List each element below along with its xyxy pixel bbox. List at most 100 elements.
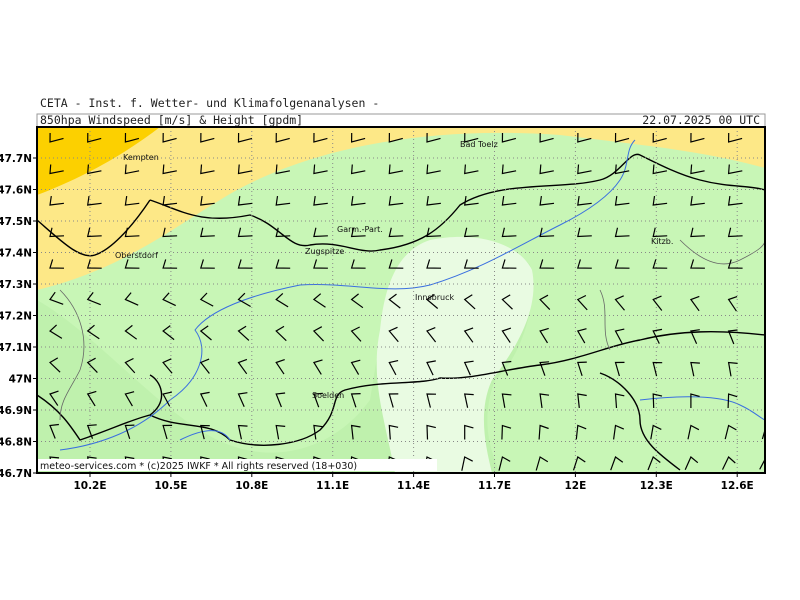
- lat-label: 47.7N: [0, 153, 32, 165]
- wind-barb: [652, 259, 668, 269]
- wind-barb: [388, 326, 399, 343]
- wind-barb: [313, 259, 328, 269]
- wind-barb: [461, 456, 473, 471]
- wind-barb: [463, 294, 476, 310]
- wind-barb: [86, 292, 101, 306]
- lon-label: 10.8E: [235, 480, 268, 492]
- wind-barb: [613, 424, 625, 440]
- wind-barb: [577, 164, 592, 175]
- place-label: Soelden: [312, 391, 344, 400]
- wind-barb: [237, 132, 253, 143]
- wind-barb: [576, 294, 588, 311]
- wind-barb: [86, 390, 97, 407]
- wind-barb: [766, 330, 775, 344]
- wind-barb: [539, 361, 550, 376]
- lat-label: 47N: [9, 374, 32, 386]
- wind-barb: [727, 132, 743, 143]
- place-label: Kitzb.: [651, 237, 673, 246]
- lat-label: 47.4N: [0, 248, 32, 260]
- wind-barb: [463, 259, 479, 269]
- axes: 47.7N 47.6N 47.5N 47.4N 47.3N 47.2N 47.1N 47N 46…: [0, 153, 754, 492]
- wind-barb: [614, 132, 630, 143]
- wind-barb: [124, 227, 140, 238]
- wind-barb: [576, 361, 587, 376]
- wind-barb: [388, 293, 401, 309]
- wind-barb: [690, 132, 705, 143]
- wind-barb: [690, 227, 705, 238]
- wind-barb: [200, 196, 215, 206]
- lat-label: 46.7N: [0, 468, 32, 480]
- lat-label: 47.6N: [0, 185, 32, 197]
- wind-barb: [275, 132, 290, 143]
- wind-barb: [766, 363, 775, 377]
- wind-barb: [501, 132, 517, 143]
- wind-barb: [350, 359, 361, 375]
- wind-barb: [313, 227, 328, 238]
- wind-barb: [350, 196, 366, 206]
- wind-barb: [464, 132, 479, 143]
- wind-barb: [124, 259, 140, 269]
- lon-label: 11.1E: [316, 480, 349, 492]
- wind-barb: [576, 328, 587, 344]
- lat-label: 47.2N: [0, 311, 32, 323]
- wind-barb: [766, 133, 780, 142]
- wind-barb: [577, 196, 592, 206]
- wind-barb: [464, 424, 474, 440]
- wind-barb: [576, 259, 592, 269]
- wind-barb: [199, 292, 214, 307]
- wind-barb: [766, 228, 780, 237]
- wind-barb: [501, 393, 512, 408]
- wind-barb: [538, 424, 549, 440]
- place-label: Zugspitze: [305, 247, 344, 256]
- wind-barb: [199, 259, 215, 269]
- wind-barb: [539, 132, 554, 143]
- wind-barb: [761, 427, 765, 440]
- wind-barb: [766, 259, 780, 268]
- wind-barb: [426, 259, 442, 269]
- wind-barb: [162, 292, 176, 307]
- wind-barb: [313, 392, 323, 408]
- wind-barb: [463, 327, 474, 343]
- wind-barb: [237, 358, 248, 375]
- wind-barb: [312, 293, 326, 308]
- wind-barb: [690, 361, 700, 377]
- wind-barb: [86, 357, 98, 374]
- place-label: Garm.-Part.: [337, 225, 383, 234]
- wind-barb: [501, 164, 517, 175]
- wind-barb: [539, 164, 554, 175]
- wind-barb: [652, 164, 668, 175]
- wind-barb: [388, 196, 404, 206]
- map-area: Kempten Bad Toelz Garm.-Part. Zugspitze Ober…: [37, 127, 780, 473]
- wind-barb: [313, 132, 328, 143]
- wind-barb: [690, 196, 705, 206]
- wind-barb: [162, 196, 178, 206]
- wind-barb: [124, 357, 136, 374]
- wind-barb: [87, 164, 102, 175]
- wind-barb: [275, 359, 285, 375]
- wind-barb: [614, 196, 630, 206]
- wind-barb: [426, 293, 439, 309]
- wind-barb: [350, 227, 366, 238]
- wind-barb: [426, 424, 436, 440]
- wind-barb: [724, 424, 737, 440]
- wind-barb: [727, 196, 743, 206]
- wind-barb: [614, 259, 630, 269]
- institute: CETA - Inst. f. Wetter- und Klimafolgena…: [40, 96, 379, 110]
- wind-barb: [275, 392, 286, 408]
- wind-barb: [162, 325, 175, 341]
- wind-barb: [652, 393, 663, 409]
- wind-barb: [501, 227, 517, 238]
- valid-time: 22.07.2025 00 UTC: [642, 113, 760, 127]
- wind-barb: [426, 164, 441, 175]
- wind-barb: [766, 297, 775, 312]
- wind-barb: [539, 327, 549, 344]
- wind-barb: [690, 393, 700, 408]
- wind-barb: [652, 227, 668, 238]
- wind-barb: [124, 292, 139, 306]
- place-label: Bad Toelz: [460, 140, 498, 149]
- wind-barb: [577, 227, 592, 238]
- wind-barb: [652, 361, 663, 377]
- place-label: Kempten: [123, 153, 159, 162]
- wind-barb: [49, 259, 65, 269]
- wind-barb: [49, 324, 63, 339]
